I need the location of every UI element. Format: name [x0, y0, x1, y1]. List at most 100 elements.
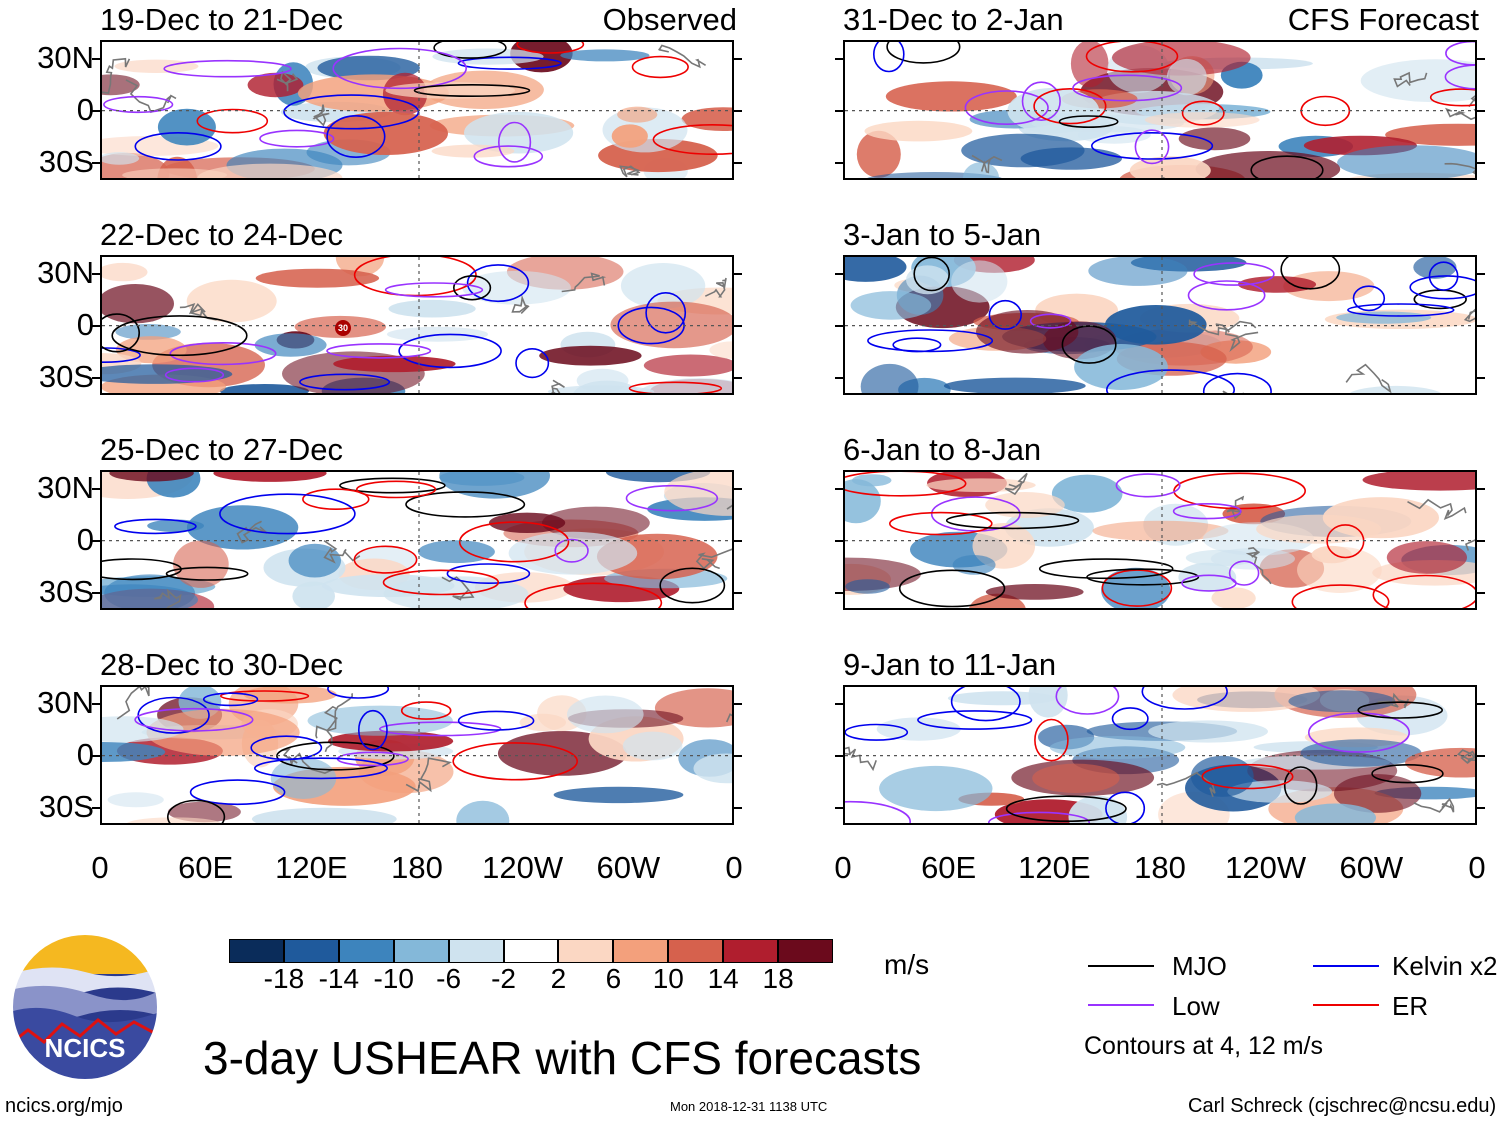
- shading-region: [1311, 545, 1352, 564]
- footer-url[interactable]: ncics.org/mjo: [5, 1095, 123, 1117]
- contour-line: [457, 710, 535, 731]
- axis-tick: [734, 806, 742, 809]
- shading-region: [611, 124, 648, 148]
- latitude-label: 0: [76, 307, 94, 342]
- contour-line: [466, 264, 530, 303]
- coastline: [1004, 472, 1028, 496]
- contour-line: [259, 129, 335, 148]
- latitude-label: 30S: [38, 143, 94, 179]
- contour-line: [453, 275, 492, 301]
- legend-note: Contours at 4, 12 m/s: [1084, 1032, 1324, 1060]
- shading-region: [567, 695, 644, 734]
- axis-tick: [835, 376, 843, 379]
- colorbar-tick-label: 18: [762, 963, 794, 994]
- shading-region: [102, 284, 174, 324]
- panel-title: 9-Jan to 11-Jan: [843, 647, 1057, 682]
- longitude-label: 0: [834, 850, 852, 885]
- shading-region: [456, 800, 510, 823]
- longitude-label: 120E: [275, 850, 348, 885]
- contour-line: [327, 687, 390, 699]
- shading-region: [317, 55, 420, 81]
- coastline: [511, 294, 530, 314]
- coastline: [179, 303, 217, 321]
- axis-tick: [835, 755, 843, 757]
- shading-region: [439, 472, 550, 499]
- shear-map-panel: 30: [100, 255, 734, 395]
- shear-map-panel: [843, 685, 1477, 825]
- colorbar-swatch: [723, 939, 779, 963]
- contour-line: [1250, 155, 1324, 178]
- contour-line: [1038, 558, 1174, 580]
- contour-line: [1034, 718, 1069, 762]
- axis-tick: [734, 703, 742, 706]
- axis-tick: [734, 161, 742, 164]
- contour-line: [964, 90, 1049, 126]
- shading-region: [102, 74, 140, 96]
- contour-line: [1101, 569, 1173, 607]
- shading-region: [102, 584, 198, 608]
- shading-region: [1144, 112, 1260, 128]
- contour-line: [1021, 81, 1061, 122]
- coastline: [971, 154, 1003, 174]
- coastline: [1457, 749, 1475, 765]
- shading-region: [643, 354, 732, 377]
- colorbar-tick-label: 6: [605, 963, 622, 994]
- shading-region: [114, 59, 199, 73]
- shading-region: [1211, 587, 1256, 608]
- shading-region: [388, 299, 476, 318]
- contour-line: [1371, 763, 1444, 784]
- contour-line: [516, 42, 585, 54]
- contour-line: [1091, 132, 1214, 160]
- axis-tick: [1477, 806, 1485, 809]
- coastline: [1377, 692, 1410, 709]
- ncics-logo[interactable]: NCICS: [10, 932, 160, 1082]
- shading-region: [186, 279, 277, 323]
- contour-line: [382, 569, 500, 596]
- contour-line: [202, 692, 259, 707]
- contour-line: [452, 742, 579, 781]
- longitude-label: 120W: [1225, 850, 1307, 885]
- contour-line: [867, 329, 994, 353]
- contour-line: [1134, 129, 1170, 165]
- shear-map-panel: [843, 470, 1477, 610]
- shading-region: [622, 731, 683, 761]
- contour-line: [250, 735, 323, 761]
- contour-line: [326, 115, 386, 159]
- contour-line: [1058, 115, 1119, 128]
- shading-region: [542, 506, 650, 540]
- shading-region: [539, 345, 642, 366]
- contour-line: [102, 313, 140, 353]
- shading-region: [254, 333, 327, 357]
- panel-title: 6-Jan to 8-Jan: [843, 432, 1042, 467]
- shading-region: [251, 807, 397, 823]
- contour-line: [220, 690, 310, 702]
- footer-timestamp: Mon 2018-12-31 1138 UTC: [670, 1099, 828, 1114]
- shading-region: [864, 120, 973, 142]
- shading-region: [115, 324, 181, 340]
- contour-line: [1307, 712, 1410, 753]
- shading-region: [1288, 690, 1396, 713]
- axis-tick: [734, 376, 742, 379]
- axis-tick: [1477, 488, 1485, 491]
- shading-region: [1166, 58, 1207, 96]
- shading-region: [1112, 42, 1251, 76]
- contour-line: [628, 381, 723, 393]
- colorbar-swatch: [338, 939, 394, 963]
- panel-title: 31-Dec to 2-Jan: [843, 2, 1064, 37]
- contour-line: [332, 47, 468, 90]
- axis-tick: [1477, 273, 1485, 276]
- contour-line: [1228, 560, 1260, 586]
- coastline: [1226, 495, 1245, 520]
- axis-tick: [835, 703, 843, 706]
- axis-tick: [1477, 58, 1485, 61]
- shading-region: [519, 713, 567, 731]
- contour-line: [1187, 280, 1266, 311]
- axis-tick: [1477, 376, 1485, 379]
- longitude-label: 0: [725, 850, 743, 885]
- shading-region: [102, 364, 233, 384]
- axis-tick: [92, 161, 100, 164]
- contour-line: [845, 723, 909, 741]
- latitude-label: 0: [76, 92, 94, 127]
- contour-line: [164, 367, 225, 383]
- coastline: [725, 713, 732, 723]
